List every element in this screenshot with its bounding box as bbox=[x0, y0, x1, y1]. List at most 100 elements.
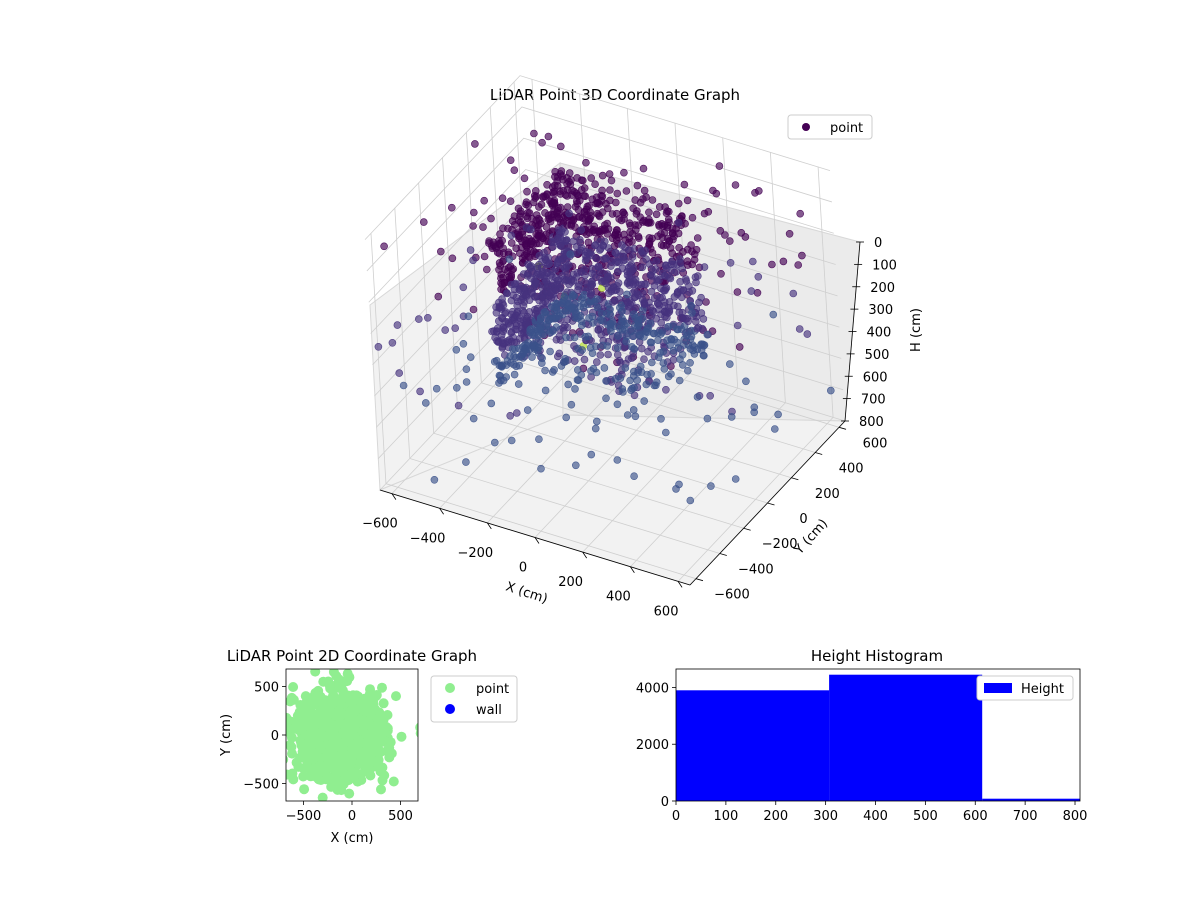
point-3d bbox=[451, 324, 460, 333]
y-tick-label: −200 bbox=[762, 537, 798, 552]
legend-2d-marker-point bbox=[445, 683, 455, 693]
histogram-frame bbox=[675, 668, 1081, 802]
point-3d bbox=[487, 399, 496, 408]
histogram-bar bbox=[982, 798, 1080, 801]
point-3d bbox=[803, 330, 812, 338]
point-3d bbox=[436, 247, 445, 256]
point-3d bbox=[602, 377, 610, 385]
point-3d bbox=[552, 323, 561, 332]
point-2d bbox=[305, 729, 316, 739]
point-3d bbox=[645, 208, 653, 217]
point-3d bbox=[703, 414, 712, 423]
point-3d bbox=[614, 279, 623, 287]
point-3d bbox=[644, 324, 653, 332]
point-2d bbox=[321, 752, 332, 762]
point-2d bbox=[323, 772, 333, 783]
y-tick bbox=[815, 452, 823, 455]
point-3d bbox=[665, 306, 674, 314]
point-3d bbox=[628, 238, 636, 246]
z-tick-label: 600 bbox=[863, 370, 888, 385]
histogram-x-tick-label: 200 bbox=[763, 809, 788, 824]
point-3d bbox=[674, 218, 683, 227]
point-3d bbox=[725, 237, 734, 245]
point-3d bbox=[602, 254, 610, 263]
point-3d bbox=[639, 164, 648, 173]
legend-2d-label-point: point bbox=[476, 682, 509, 697]
grid-h-line bbox=[370, 169, 836, 334]
point-3d bbox=[735, 343, 744, 351]
point-3d bbox=[586, 343, 595, 352]
point-3d bbox=[703, 330, 712, 339]
point-2d bbox=[347, 709, 358, 720]
point-3d bbox=[640, 186, 649, 195]
point-3d bbox=[621, 256, 629, 264]
point-3d bbox=[627, 260, 636, 269]
point-3d bbox=[608, 318, 617, 326]
point-3d bbox=[496, 376, 505, 385]
point-3d bbox=[520, 174, 529, 183]
point-3d bbox=[604, 225, 613, 233]
point-3d bbox=[515, 334, 524, 343]
point-2d bbox=[269, 713, 279, 723]
point-3d bbox=[742, 377, 750, 386]
point-2d bbox=[348, 772, 359, 783]
point-3d bbox=[704, 208, 713, 216]
point-3d bbox=[636, 213, 645, 221]
point-3d bbox=[592, 254, 601, 263]
point-2d bbox=[314, 765, 325, 776]
point-3d bbox=[707, 482, 715, 490]
point-3d bbox=[577, 317, 586, 326]
point-3d bbox=[588, 277, 596, 286]
point-2d bbox=[331, 753, 342, 764]
point-3d bbox=[552, 335, 561, 344]
point-2d bbox=[298, 702, 309, 713]
point-3d bbox=[512, 409, 521, 417]
point-3d bbox=[565, 178, 573, 186]
z-tick-label: 300 bbox=[868, 303, 893, 318]
point-3d bbox=[750, 408, 759, 417]
point-3d bbox=[678, 350, 687, 359]
x-tick bbox=[630, 566, 635, 573]
point-2d bbox=[380, 722, 391, 733]
histogram-x-tick-label: 400 bbox=[863, 809, 888, 824]
point-3d bbox=[534, 214, 543, 223]
point-3d bbox=[640, 355, 648, 364]
point-3d bbox=[548, 183, 557, 191]
point-3d bbox=[798, 251, 806, 260]
point-3d bbox=[631, 412, 640, 421]
point-3d bbox=[552, 299, 560, 308]
point-2d bbox=[337, 806, 347, 816]
point-3d bbox=[630, 472, 638, 481]
point-2d bbox=[358, 754, 369, 765]
histogram-bar bbox=[676, 690, 830, 801]
point-2d bbox=[415, 728, 418, 738]
histogram-x-tick-label: 300 bbox=[813, 809, 838, 824]
point-2d bbox=[337, 690, 348, 701]
point-3d bbox=[657, 318, 666, 327]
point-3d bbox=[657, 414, 665, 423]
point-3d bbox=[647, 370, 655, 378]
point-3d bbox=[633, 181, 642, 190]
legend-histogram-box bbox=[976, 675, 1074, 701]
point-3d bbox=[618, 385, 627, 393]
x-tick-label-2d: −500 bbox=[286, 809, 322, 824]
point-3d bbox=[668, 225, 677, 233]
point-3d bbox=[586, 248, 595, 257]
point-3d bbox=[574, 344, 582, 353]
point-3d bbox=[507, 231, 516, 240]
point-3d bbox=[603, 342, 612, 350]
point-3d bbox=[683, 366, 692, 375]
point-3d bbox=[612, 236, 621, 244]
point-3d bbox=[612, 226, 621, 234]
point-2d bbox=[388, 776, 399, 787]
point-3d bbox=[638, 314, 647, 323]
legend-histogram-label: Height bbox=[1021, 682, 1064, 697]
point-3d bbox=[604, 350, 612, 359]
point-3d bbox=[652, 257, 661, 265]
point-3d bbox=[523, 187, 531, 196]
point-2d bbox=[344, 788, 355, 799]
point-2d bbox=[287, 768, 298, 779]
z-tick-label: 200 bbox=[870, 281, 895, 296]
point-3d bbox=[596, 351, 605, 359]
point-3d bbox=[581, 332, 590, 341]
